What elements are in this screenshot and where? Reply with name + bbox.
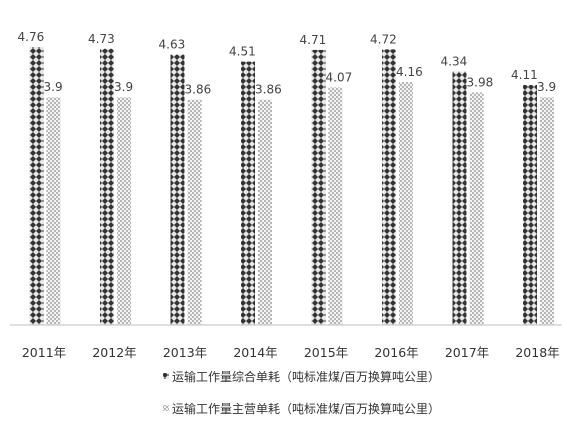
legend-label-1: 运输工作量主营单耗（吨标准煤/百万换算吨公里） xyxy=(172,401,440,416)
legend-entry-0: 运输工作量综合单耗（吨标准煤/百万换算吨公里） xyxy=(163,369,440,384)
legend: 运输工作量综合单耗（吨标准煤/百万换算吨公里） 运输工作量主营单耗（吨标准煤/百… xyxy=(163,369,440,416)
bar-s1-5 xyxy=(399,82,413,325)
data-label-s0-1: 4.73 xyxy=(88,32,115,46)
x-tick-labels: 2011年 2012年 2013年 2014年 2015年 2016年 2017年 2018年 xyxy=(22,345,560,360)
data-label-s1-7: 3.9 xyxy=(537,80,556,94)
bar-s1-3 xyxy=(258,99,272,326)
data-label-s1-3: 3.86 xyxy=(255,83,282,97)
bars-group: 4.76 3.9 4.73 3.9 4.63 3.86 4.51 3.86 4.71 4.07 4.… xyxy=(18,30,556,326)
legend-label-0: 运输工作量综合单耗（吨标准煤/百万换算吨公里） xyxy=(172,369,440,384)
data-label-s0-3: 4.51 xyxy=(229,45,256,59)
bar-s1-6 xyxy=(469,92,484,325)
bar-s1-4 xyxy=(328,87,343,326)
x-tick-label-0: 2011年 xyxy=(22,345,66,360)
data-label-s0-7: 4.11 xyxy=(511,68,538,82)
legend-swatch-0 xyxy=(163,373,169,379)
x-tick-label-4: 2015年 xyxy=(304,345,348,360)
x-tick-label-1: 2012年 xyxy=(92,345,136,360)
bar-s0-4 xyxy=(311,49,326,326)
x-tick-label-6: 2017年 xyxy=(445,345,489,360)
legend-swatch-1 xyxy=(163,405,169,411)
data-label-s0-5: 4.72 xyxy=(370,32,397,46)
data-label-s1-0: 3.9 xyxy=(44,80,63,94)
bar-s0-0 xyxy=(29,47,44,325)
x-tick-label-2: 2013年 xyxy=(163,345,207,360)
data-label-s1-4: 4.07 xyxy=(326,70,353,84)
data-label-s0-2: 4.63 xyxy=(159,38,186,52)
bar-s0-2 xyxy=(170,54,185,325)
bar-s0-6 xyxy=(452,71,467,325)
x-tick-label-5: 2016年 xyxy=(374,345,418,360)
data-label-s1-2: 3.86 xyxy=(185,83,212,97)
bar-s0-7 xyxy=(523,84,537,325)
x-tick-label-7: 2018年 xyxy=(515,345,559,360)
data-label-s1-6: 3.98 xyxy=(467,76,494,90)
bar-s1-7 xyxy=(540,97,554,325)
data-label-s1-1: 3.9 xyxy=(114,80,133,94)
legend-entry-1: 运输工作量主营单耗（吨标准煤/百万换算吨公里） xyxy=(163,401,440,416)
bar-s0-5 xyxy=(382,49,396,326)
bar-s1-0 xyxy=(46,97,61,325)
data-label-s0-0: 4.76 xyxy=(18,30,45,44)
data-label-s0-4: 4.71 xyxy=(300,33,327,47)
x-tick-label-3: 2014年 xyxy=(233,345,277,360)
bar-s1-1 xyxy=(117,97,131,325)
data-label-s0-6: 4.34 xyxy=(441,55,468,69)
bar-s1-2 xyxy=(187,99,202,326)
bar-s0-3 xyxy=(241,61,255,326)
data-label-s1-5: 4.16 xyxy=(396,65,423,79)
bar-s0-1 xyxy=(100,48,114,325)
